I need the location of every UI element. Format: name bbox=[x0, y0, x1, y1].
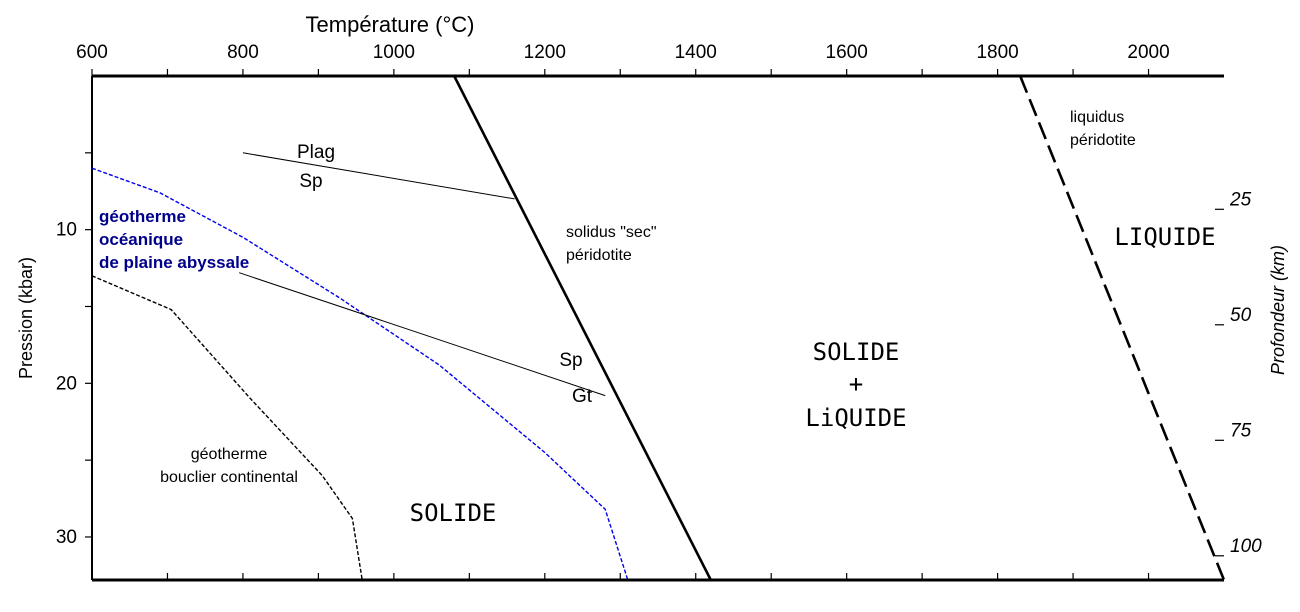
region-solide-liquide-1: SOLIDE bbox=[813, 338, 900, 366]
solidus-label-line2: péridotite bbox=[566, 247, 632, 264]
series-line-0 bbox=[453, 75, 712, 581]
sp-upper-label: Sp bbox=[299, 171, 322, 192]
x-tick-label: 600 bbox=[76, 42, 108, 63]
right-tick-label: 25 bbox=[1229, 189, 1252, 210]
x-axis-ticks: 600 800 1000 1200 1400 1600 1800 2000 bbox=[76, 42, 1170, 580]
oceanic-label-line3: de plaine abyssale bbox=[99, 253, 249, 272]
sp-lower-label: Sp bbox=[559, 350, 582, 371]
series-line-3 bbox=[91, 275, 363, 581]
x-tick-label: 1400 bbox=[675, 42, 717, 63]
solidus-label-line1: solidus "sec" bbox=[566, 224, 657, 241]
left-axis-ticks: 10 20 30 bbox=[56, 152, 92, 548]
x-axis-title: Température (°C) bbox=[306, 12, 475, 37]
x-tick-label: 1600 bbox=[826, 42, 868, 63]
region-solide-liquide-3: LiQUIDE bbox=[805, 404, 906, 432]
plag-label: Plag bbox=[297, 142, 335, 163]
gt-label: Gt bbox=[572, 386, 593, 407]
x-tick-label: 2000 bbox=[1127, 42, 1169, 63]
right-tick-label: 100 bbox=[1230, 536, 1262, 557]
oceanic-label-line2: océanique bbox=[99, 230, 183, 249]
region-solide: SOLIDE bbox=[410, 499, 497, 527]
series-line-4 bbox=[242, 152, 515, 200]
right-tick-label: 75 bbox=[1230, 420, 1252, 441]
x-tick-label: 1800 bbox=[976, 42, 1018, 63]
continental-label-line2: bouclier continental bbox=[160, 469, 298, 486]
x-tick-label: 1000 bbox=[373, 42, 415, 63]
region-liquide: LIQUIDE bbox=[1114, 223, 1215, 251]
left-tick-label: 20 bbox=[56, 373, 77, 394]
series-line-2 bbox=[91, 167, 629, 581]
series-group bbox=[91, 75, 1226, 581]
right-axis-ticks: 25 50 75 100 bbox=[1215, 189, 1262, 557]
left-axis-title: Pression (kbar) bbox=[16, 257, 36, 379]
series-line-1 bbox=[1018, 75, 1226, 581]
oceanic-label-line1: géotherme bbox=[99, 207, 186, 226]
liquidus-label-line2: péridotite bbox=[1070, 132, 1136, 149]
right-tick-label: 50 bbox=[1230, 305, 1252, 326]
plot-frame bbox=[91, 74, 1224, 582]
x-tick-label: 800 bbox=[227, 42, 259, 63]
region-solide-liquide-2: + bbox=[849, 370, 863, 398]
liquidus-label-line1: liquidus bbox=[1070, 109, 1124, 126]
right-axis-title: Profondeur (km) bbox=[1268, 245, 1288, 375]
continental-label-line1: géotherme bbox=[191, 446, 268, 463]
x-tick-label: 1200 bbox=[524, 42, 566, 63]
series-line-5 bbox=[239, 272, 606, 397]
left-tick-label: 30 bbox=[56, 527, 77, 548]
left-tick-label: 10 bbox=[56, 220, 77, 241]
